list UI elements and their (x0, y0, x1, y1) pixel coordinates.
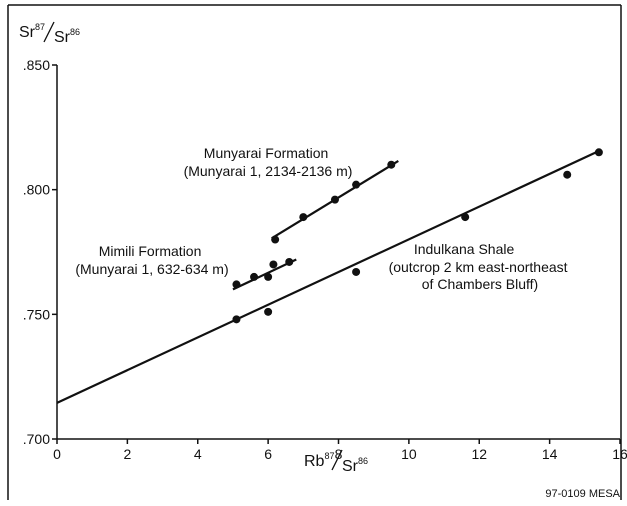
x-title-sup1: 87 (324, 451, 334, 461)
mimili-label-line1: Mimili Formation (99, 243, 202, 259)
x-tick-label-6: 12 (471, 446, 487, 462)
indulkana-point-3 (461, 213, 470, 222)
y-tick-label-0: .700 (23, 431, 50, 447)
munyarai-point-0 (271, 235, 280, 244)
munyarai-point-2 (330, 195, 339, 204)
mimili-label-line2: (Munyarai 1, 632-634 m) (75, 261, 228, 277)
y-title-base2: Sr (54, 29, 71, 46)
munyarai-point-4 (387, 160, 396, 169)
svg-text:Sr87: Sr87 (19, 22, 45, 41)
indulkana-label: Indulkana Shale (outcrop 2 km east-north… (389, 241, 572, 292)
indulkana-fit-line (56, 150, 600, 404)
y-tick-label-1: .750 (23, 306, 50, 322)
svg-text:Sr86: Sr86 (54, 27, 80, 46)
y-tick-label-3: .850 (23, 57, 50, 73)
mimili-point-3 (269, 260, 278, 269)
x-tick-label-2: 4 (194, 446, 202, 462)
y-title-sup2: 86 (70, 27, 80, 37)
x-title-sup2: 86 (358, 456, 368, 466)
indulkana-point-4 (563, 170, 572, 179)
x-title-base2: Sr (342, 458, 359, 475)
mimili-fit-line (232, 258, 297, 291)
mimili-point-0 (232, 280, 241, 289)
x-title-slash (331, 449, 343, 471)
munyarai-point-1 (299, 213, 308, 222)
indulkana-label-line1: Indulkana Shale (414, 241, 515, 257)
munyarai-label-line1: Munyarai Formation (204, 145, 329, 161)
munyarai-label-line2: (Munyarai 1, 2134-2136 m) (184, 163, 353, 179)
x-tick-label-8: 16 (612, 446, 627, 462)
mimili-label: Mimili Formation (Munyarai 1, 632-634 m) (75, 243, 228, 277)
data-points (232, 148, 603, 324)
x-tick-label-7: 14 (542, 446, 558, 462)
y-title-base1: Sr (19, 24, 36, 41)
figure-id: 97-0109 MESA (545, 488, 620, 500)
x-tick-label-1: 2 (123, 446, 131, 462)
mimili-point-1 (250, 272, 259, 281)
indulkana-point-2 (352, 267, 361, 276)
indulkana-point-0 (232, 315, 241, 324)
mimili-point-2 (264, 272, 273, 281)
x-tick-label-4: 8 (335, 446, 343, 462)
y-axis-title: Sr87 Sr86 (19, 21, 80, 46)
y-title-slash (43, 21, 55, 43)
x-title-base1: Rb (304, 453, 325, 470)
munyarai-label: Munyarai Formation (Munyarai 1, 2134-213… (184, 145, 353, 179)
y-tick-label-2: .800 (23, 182, 50, 198)
svg-text:Sr86: Sr86 (342, 456, 368, 475)
x-axis-title: Rb87 Sr86 (304, 449, 368, 475)
y-title-sup1: 87 (35, 22, 45, 32)
munyarai-point-3 (352, 180, 361, 189)
x-ticks: 0 2 4 6 8 10 12 14 16 (53, 439, 627, 462)
indulkana-label-line3: of Chambers Bluff) (422, 276, 538, 292)
mimili-point-4 (285, 257, 294, 266)
indulkana-point-1 (264, 307, 273, 316)
y-ticks: .700 .750 .800 .850 (23, 57, 57, 447)
indulkana-point-5 (594, 148, 603, 157)
indulkana-label-line2: (outcrop 2 km east-northeast (389, 259, 568, 275)
x-tick-label-3: 6 (264, 446, 272, 462)
x-tick-label-5: 10 (401, 446, 417, 462)
x-tick-label-0: 0 (53, 446, 61, 462)
svg-text:Rb87: Rb87 (304, 451, 334, 470)
